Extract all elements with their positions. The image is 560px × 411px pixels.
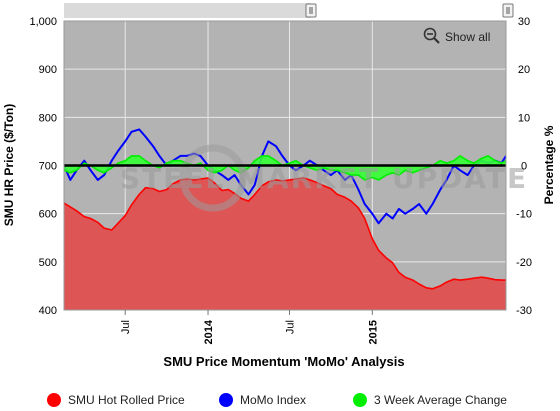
watermark-text: STEEL MARKET UPDATE <box>120 162 528 195</box>
legend: SMU Hot Rolled Price MoMo Index 3 Week Ave… <box>47 393 507 407</box>
y-tick-label: 500 <box>39 257 57 269</box>
watermark: STEEL MARKET UPDATE <box>120 144 528 212</box>
y-tick-label: 900 <box>39 64 57 76</box>
y2-tick-label: -30 <box>516 305 532 317</box>
zoom-out-magnifier-icon <box>423 27 440 44</box>
y-tick-label: 800 <box>39 112 57 124</box>
navigator-bar[interactable] <box>64 3 514 18</box>
momo-index-line <box>64 128 506 225</box>
y2-tick-label: 10 <box>518 112 530 124</box>
y2-tick-label: 0 <box>521 161 527 173</box>
x-axis-ticks: Jul 2014 Jul 2015 <box>120 310 379 344</box>
y2-axis-title: Percentage % <box>542 125 556 204</box>
y-tick-label: 1,000 <box>29 16 57 28</box>
y2-tick-label: -20 <box>516 257 532 269</box>
y-tick-label: 600 <box>39 209 57 221</box>
x-tick-label: 2014 <box>203 319 215 344</box>
y-tick-label: 700 <box>39 161 57 173</box>
left-axis-ticks: 400 500 600 700 800 900 1,000 <box>29 16 57 317</box>
legend-label: 3 Week Average Change <box>374 393 507 407</box>
y2-tick-label: 30 <box>518 16 530 28</box>
x-tick-label: 2015 <box>367 320 379 344</box>
legend-marker <box>219 393 233 407</box>
legend-marker <box>47 393 61 407</box>
x-tick-label: Jul <box>120 320 132 334</box>
y-axis-title: SMU HR Price ($/Ton) <box>2 104 16 226</box>
show-all-label: Show all <box>445 30 490 44</box>
plot-border <box>63 20 507 311</box>
smu-hot-rolled-price-line <box>64 177 506 290</box>
y-tick-label: 400 <box>39 305 57 317</box>
navigator-handle-left[interactable] <box>305 3 317 18</box>
legend-item[interactable]: SMU Hot Rolled Price <box>47 393 185 407</box>
navigator-selection[interactable] <box>64 3 311 18</box>
y2-tick-label: 20 <box>518 64 530 76</box>
legend-item[interactable]: 3 Week Average Change <box>353 393 507 407</box>
smu-hot-rolled-price-area <box>64 178 506 310</box>
legend-item[interactable]: MoMo Index <box>219 393 306 407</box>
legend-label: SMU Hot Rolled Price <box>68 393 185 407</box>
show-all-button[interactable]: Show all <box>423 27 491 45</box>
legend-label: MoMo Index <box>240 393 306 407</box>
right-axis-ticks: -30 -20 -10 0 10 20 30 <box>516 16 532 317</box>
3-week-average-change-area <box>64 155 506 180</box>
navigator-handle-right[interactable] <box>502 3 514 18</box>
y2-tick-label: -10 <box>516 209 532 221</box>
legend-marker <box>353 393 367 407</box>
chart-title: SMU Price Momentum 'MoMo' Analysis <box>163 354 404 369</box>
x-tick-label: Jul <box>285 320 297 334</box>
